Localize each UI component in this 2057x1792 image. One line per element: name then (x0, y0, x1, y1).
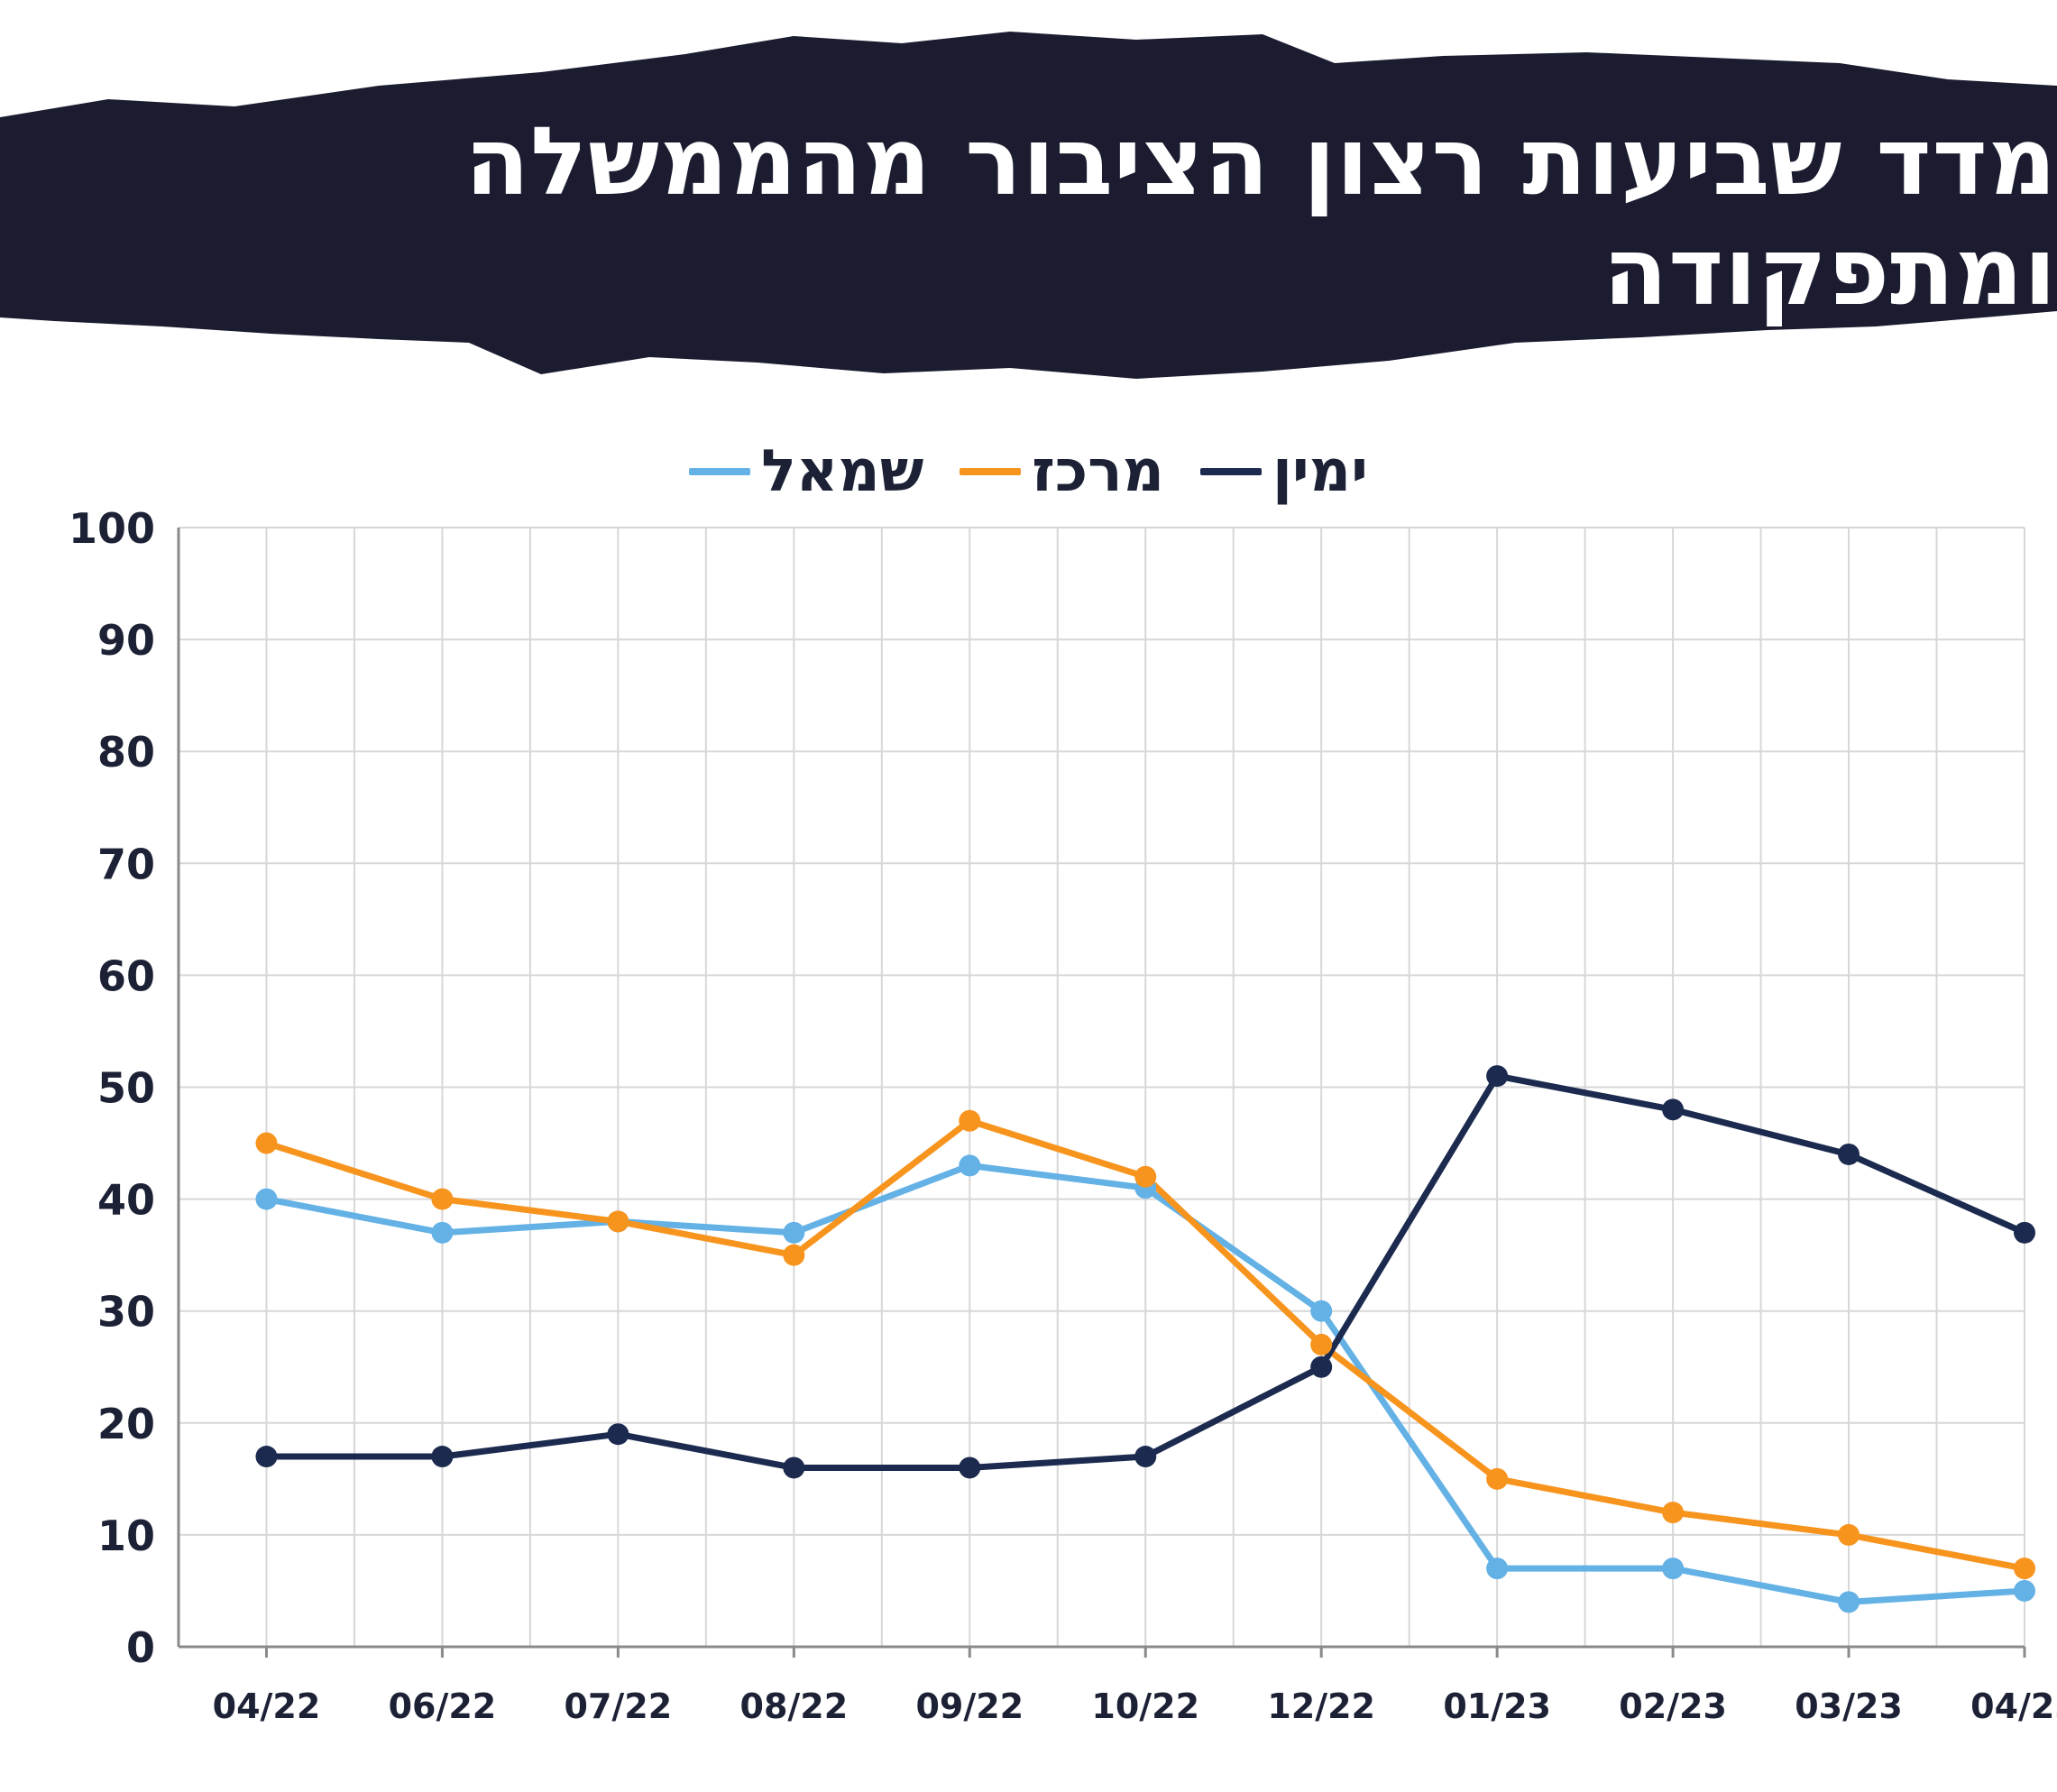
y-tick-label: 20 (97, 1400, 155, 1448)
data-point (1838, 1143, 1860, 1165)
data-point (1310, 1300, 1333, 1322)
data-point (1662, 1098, 1685, 1121)
data-point (2014, 1579, 2035, 1602)
data-point (431, 1446, 454, 1468)
y-tick-label: 80 (97, 728, 155, 777)
x-tick-label: 01/23 (1443, 1686, 1551, 1726)
legend-swatch-center (960, 468, 1022, 475)
title-banner: מדד שביעות רצון הציבור מהממשלה ומתפקודה (0, 0, 2057, 406)
data-point (783, 1244, 805, 1266)
data-point (1486, 1467, 1509, 1490)
data-point (1134, 1446, 1157, 1468)
data-point (959, 1154, 981, 1177)
legend-item-right: ימין (1199, 438, 1368, 505)
x-tick-label: 07/22 (565, 1686, 673, 1726)
y-tick-label: 90 (97, 616, 155, 665)
x-tick-label: 06/22 (389, 1686, 497, 1726)
data-point (1310, 1355, 1333, 1378)
x-tick-label: 08/22 (740, 1686, 849, 1726)
y-tick-label: 70 (97, 840, 155, 888)
y-tick-label: 60 (97, 951, 155, 1000)
data-point (783, 1457, 805, 1479)
y-tick-label: 100 (69, 504, 155, 553)
data-point (2014, 1558, 2035, 1580)
data-point (255, 1188, 278, 1210)
data-point (255, 1132, 278, 1154)
data-point (1838, 1523, 1860, 1546)
y-tick-label: 50 (97, 1064, 155, 1113)
legend-item-left: שמאל (689, 438, 923, 505)
data-point (1838, 1591, 1860, 1613)
data-point (1662, 1502, 1685, 1524)
data-point (1310, 1333, 1333, 1355)
x-tick-label: 04/22 (213, 1686, 321, 1726)
data-point (959, 1457, 981, 1479)
x-tick-label: 10/22 (1091, 1686, 1199, 1726)
data-point (1134, 1165, 1157, 1188)
y-tick-label: 30 (97, 1288, 155, 1337)
data-point (607, 1210, 629, 1233)
x-tick-label: 02/23 (1619, 1686, 1727, 1726)
legend-swatch-right (1199, 468, 1262, 475)
data-point (783, 1221, 805, 1244)
x-tick-label: 03/23 (1795, 1686, 1903, 1726)
data-point (959, 1109, 981, 1132)
y-tick-label: 10 (97, 1512, 155, 1560)
legend-item-center: מרכז (960, 438, 1164, 505)
brush-stroke-background (0, 32, 2057, 379)
legend-label-left: שמאל (761, 438, 924, 505)
data-point (1486, 1065, 1509, 1088)
data-point (1486, 1558, 1509, 1580)
data-point (431, 1188, 454, 1210)
chart-legend: ימין מרכז שמאל (0, 422, 2057, 521)
y-tick-label: 0 (126, 1623, 155, 1672)
data-point (255, 1446, 278, 1468)
data-point (1662, 1558, 1685, 1580)
x-tick-label: 04/23 (1970, 1686, 2057, 1726)
x-tick-label: 12/22 (1267, 1686, 1375, 1726)
data-point (607, 1423, 629, 1446)
y-tick-label: 40 (97, 1176, 155, 1225)
data-point (431, 1221, 454, 1244)
legend-label-center: מרכז (1032, 438, 1164, 505)
x-tick-label: 09/22 (915, 1686, 1024, 1726)
data-point (2014, 1221, 2035, 1244)
legend-label-right: ימין (1272, 438, 1368, 505)
legend-swatch-left (689, 468, 751, 475)
